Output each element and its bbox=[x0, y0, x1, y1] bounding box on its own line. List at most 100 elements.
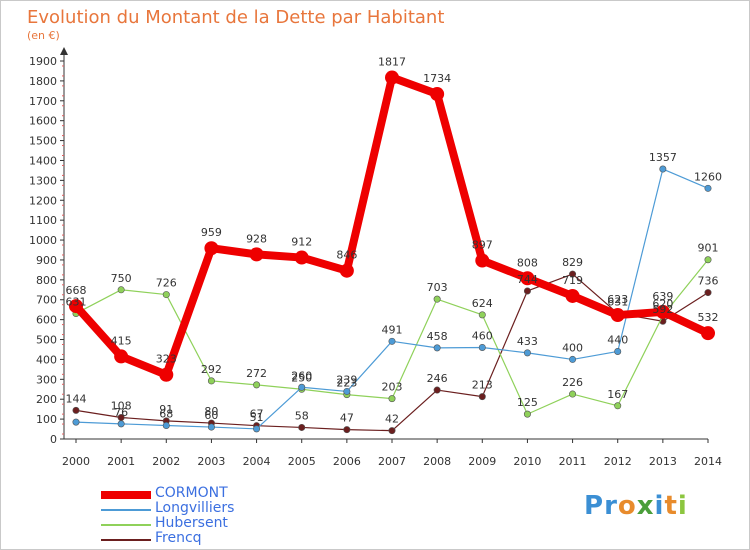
chart-title: Evolution du Montant de la Dette par Hab… bbox=[27, 7, 445, 28]
data-label: 440 bbox=[607, 333, 628, 346]
data-point bbox=[614, 402, 622, 410]
x-tick-label: 2014 bbox=[694, 455, 722, 468]
data-label: 703 bbox=[427, 281, 448, 294]
data-label: 51 bbox=[250, 411, 264, 424]
proxiti-logo: Proxiti bbox=[584, 491, 688, 521]
data-point bbox=[478, 393, 486, 401]
y-tick-label: 500 bbox=[36, 334, 57, 347]
data-point bbox=[569, 270, 577, 278]
legend-swatch bbox=[101, 524, 151, 526]
data-point bbox=[520, 271, 535, 286]
data-label: 1357 bbox=[649, 151, 677, 164]
x-tick-label: 2000 bbox=[62, 455, 90, 468]
data-label: 631 bbox=[607, 295, 628, 308]
y-tick-label: 1400 bbox=[29, 154, 57, 167]
data-point bbox=[704, 289, 712, 297]
y-tick-label: 1100 bbox=[29, 214, 57, 227]
data-point bbox=[704, 184, 712, 192]
data-point bbox=[114, 349, 129, 364]
data-label: 620 bbox=[652, 298, 673, 311]
data-label: 167 bbox=[607, 388, 628, 401]
data-label: 623 bbox=[607, 293, 628, 306]
data-label: 460 bbox=[472, 329, 493, 342]
x-tick-label: 2008 bbox=[423, 455, 451, 468]
data-label: 76 bbox=[114, 406, 128, 419]
logo-letter: i bbox=[654, 491, 665, 521]
data-point bbox=[72, 406, 80, 414]
y-tick-label: 0 bbox=[50, 433, 57, 446]
y-tick-label: 1000 bbox=[29, 234, 57, 247]
data-point bbox=[610, 308, 625, 323]
data-label: 1260 bbox=[694, 170, 722, 183]
legend-swatch bbox=[101, 539, 151, 541]
x-tick-label: 2004 bbox=[243, 455, 271, 468]
data-label: 400 bbox=[562, 341, 583, 354]
data-label: 726 bbox=[156, 277, 177, 290]
data-point bbox=[117, 420, 125, 428]
x-tick-label: 2001 bbox=[107, 455, 135, 468]
data-label: 108 bbox=[111, 400, 132, 413]
data-point bbox=[433, 295, 441, 303]
legend-swatch bbox=[101, 509, 151, 511]
data-point bbox=[204, 241, 219, 256]
legend-label: CORMONT bbox=[155, 485, 228, 501]
data-label: 433 bbox=[517, 335, 538, 348]
data-point bbox=[433, 386, 441, 394]
x-tick-label: 2003 bbox=[197, 455, 225, 468]
data-label: 250 bbox=[291, 371, 312, 384]
data-point bbox=[523, 410, 531, 418]
x-tick-label: 2002 bbox=[152, 455, 180, 468]
y-tick-label: 1900 bbox=[29, 55, 57, 68]
data-point bbox=[523, 349, 531, 357]
x-tick-label: 2007 bbox=[378, 455, 406, 468]
data-point bbox=[475, 253, 490, 268]
data-label: 67 bbox=[250, 408, 264, 421]
data-label: 323 bbox=[156, 353, 177, 366]
x-tick-label: 2010 bbox=[513, 455, 541, 468]
data-label: 491 bbox=[382, 323, 403, 336]
data-point bbox=[207, 423, 215, 431]
data-label: 592 bbox=[652, 303, 673, 316]
data-point bbox=[162, 421, 170, 429]
y-tick-label: 900 bbox=[36, 254, 57, 267]
legend-swatch bbox=[101, 491, 151, 499]
data-point bbox=[162, 291, 170, 299]
y-tick-label: 1800 bbox=[29, 75, 57, 88]
data-label: 639 bbox=[652, 290, 673, 303]
data-label: 668 bbox=[66, 284, 87, 297]
y-tick-label: 100 bbox=[36, 413, 57, 426]
x-tick-label: 2005 bbox=[288, 455, 316, 468]
x-tick-label: 2009 bbox=[468, 455, 496, 468]
y-tick-label: 300 bbox=[36, 373, 57, 386]
data-point bbox=[659, 165, 667, 173]
data-point bbox=[430, 87, 445, 102]
data-point bbox=[478, 343, 486, 351]
logo-letter: x bbox=[636, 491, 655, 521]
data-label: 226 bbox=[562, 376, 583, 389]
data-point bbox=[565, 288, 580, 303]
y-tick-label: 1500 bbox=[29, 135, 57, 148]
legend-label: Longvilliers bbox=[155, 500, 235, 516]
data-label: 532 bbox=[698, 311, 719, 324]
data-point bbox=[117, 286, 125, 294]
logo-letter: i bbox=[677, 491, 688, 521]
data-point bbox=[343, 387, 351, 395]
data-label: 213 bbox=[472, 379, 493, 392]
y-tick-label: 800 bbox=[36, 274, 57, 287]
data-point bbox=[294, 250, 309, 265]
data-point bbox=[433, 344, 441, 352]
data-point bbox=[385, 70, 399, 85]
data-label: 631 bbox=[66, 295, 87, 308]
data-label: 624 bbox=[472, 297, 493, 310]
data-label: 744 bbox=[517, 273, 538, 286]
data-label: 47 bbox=[340, 412, 354, 425]
data-label: 959 bbox=[201, 226, 222, 239]
x-tick-label: 2006 bbox=[333, 455, 361, 468]
data-point bbox=[523, 287, 531, 295]
data-label: 260 bbox=[291, 369, 312, 382]
logo-letter: t bbox=[664, 491, 678, 521]
data-point bbox=[478, 311, 486, 319]
x-tick-label: 2013 bbox=[649, 455, 677, 468]
